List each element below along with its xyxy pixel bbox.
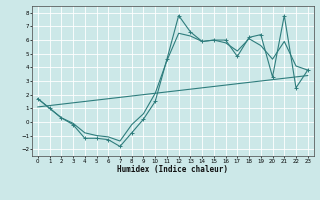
X-axis label: Humidex (Indice chaleur): Humidex (Indice chaleur)	[117, 165, 228, 174]
